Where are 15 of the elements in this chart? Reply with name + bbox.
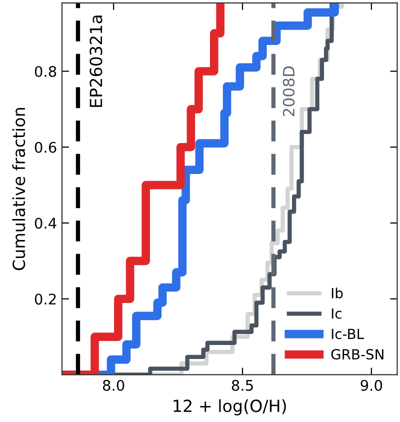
legend-label: Ic	[332, 308, 342, 319]
x-tick-label: 9.0	[360, 380, 382, 391]
x-tick-label: 8.5	[232, 380, 253, 391]
x-tick-label: 8.0	[102, 380, 124, 391]
legend-label: Ic-BL	[332, 328, 364, 340]
y-axis-title: Cumulative fraction	[12, 108, 26, 270]
ref-line-label: EP260321a	[90, 16, 102, 107]
legend-label: Ib	[332, 288, 343, 298]
legend-label: GRB-SN	[331, 349, 384, 360]
ref-line-label: 2008D	[282, 66, 295, 116]
y-tick-label: 0.6	[34, 142, 56, 153]
y-tick-label: 0.8	[34, 66, 56, 77]
x-axis-title: 12 + log(O/H)	[174, 399, 286, 416]
y-tick-label: 0.2	[34, 294, 56, 305]
y-tick-label: 0.4	[34, 218, 56, 229]
